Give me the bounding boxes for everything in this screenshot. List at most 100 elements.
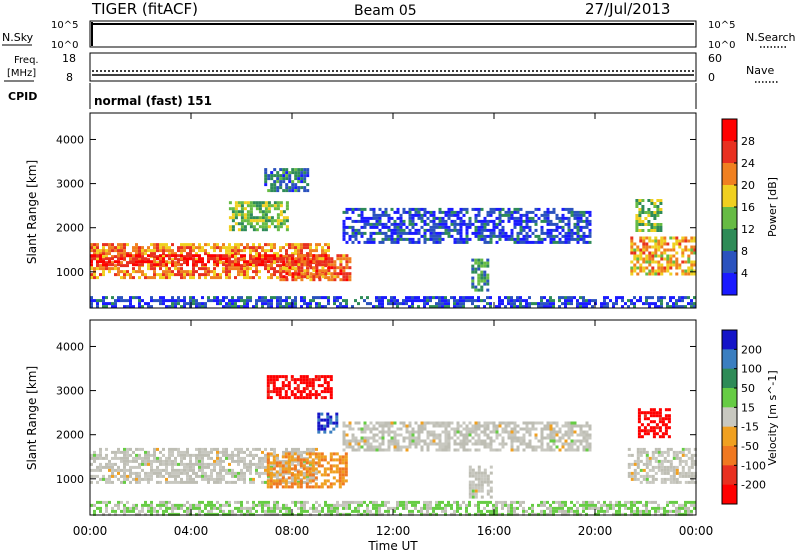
power-cell (576, 213, 580, 217)
velocity-cell (264, 447, 267, 451)
power-cell (650, 226, 654, 229)
power-cell (681, 260, 685, 264)
nsky-panel (89, 20, 697, 48)
velocity-cell (576, 433, 580, 437)
power-cell (315, 269, 319, 273)
power-cell (252, 201, 256, 205)
velocity-cell (144, 462, 147, 466)
velocity-cell (123, 506, 126, 510)
velocity-cell (102, 474, 105, 478)
velocity-cell (663, 450, 667, 454)
velocity-cell (111, 506, 114, 510)
power-cell (612, 302, 615, 306)
power-cell (96, 249, 99, 253)
power-cell (126, 243, 129, 247)
velocity-cell (387, 442, 391, 446)
power-cell (432, 237, 436, 241)
velocity-cell (369, 509, 372, 513)
power-cell (471, 299, 474, 303)
power-cell (477, 228, 481, 232)
power-cell (105, 252, 108, 256)
power-cell (483, 216, 487, 220)
velocity-cell (513, 436, 517, 440)
velocity-cell (311, 464, 315, 468)
velocity-cell (486, 489, 490, 493)
power-cell (324, 249, 327, 253)
velocity-cell (444, 512, 447, 516)
velocity-cell (435, 512, 438, 516)
velocity-cell (338, 476, 342, 480)
power-cell (342, 266, 346, 270)
power-cell (108, 246, 111, 250)
power-cell (426, 237, 430, 241)
velocity-cell (405, 500, 408, 504)
velocity-cell (489, 439, 493, 443)
power-cell (414, 299, 417, 303)
power-cell (273, 174, 277, 178)
power-cell (267, 243, 270, 247)
power-cell (357, 207, 361, 211)
power-cell (261, 263, 264, 267)
power-cell (576, 302, 579, 306)
power-cell (288, 180, 292, 184)
power-cell (117, 267, 120, 271)
velocity-cell (288, 480, 291, 484)
power-cell (90, 267, 93, 271)
power-cell (417, 216, 421, 220)
velocity-cell (129, 480, 132, 484)
power-cell (309, 252, 312, 256)
velocity-cell (156, 456, 159, 460)
velocity-cell (489, 448, 493, 452)
power-cell (99, 260, 102, 264)
velocity-cell (663, 477, 667, 481)
power-cell (222, 296, 225, 300)
velocity-cell (393, 506, 396, 510)
power-cell (483, 261, 487, 265)
power-cell (513, 210, 517, 214)
power-cell (345, 260, 349, 264)
velocity-cell (287, 470, 291, 474)
power-cell (111, 249, 114, 253)
power-cell (672, 296, 675, 300)
power-cell (168, 261, 171, 265)
power-cell (231, 228, 235, 232)
power-cell (333, 278, 337, 282)
power-cell (309, 246, 312, 250)
velocity-cell (693, 480, 697, 484)
power-cell (276, 171, 280, 175)
velocity-cell (549, 448, 553, 452)
power-cell (132, 246, 135, 250)
velocity-cell (296, 485, 300, 489)
power-cell (252, 260, 255, 264)
velocity-cell (477, 471, 481, 475)
power-cell (510, 216, 514, 220)
power-cell (153, 243, 156, 247)
velocity-cell (311, 461, 315, 465)
velocity-cell (651, 450, 655, 454)
velocity-cell (344, 473, 348, 477)
velocity-cell (255, 447, 258, 451)
velocity-cell (282, 459, 285, 463)
power-cell (201, 302, 204, 306)
power-cell (381, 240, 385, 244)
power-cell (660, 251, 664, 255)
velocity-cell (582, 439, 586, 443)
power-cell (432, 240, 436, 244)
power-cell (411, 231, 415, 235)
power-cell (579, 225, 583, 229)
velocity-cell (323, 479, 327, 483)
velocity-cell (456, 436, 460, 440)
power-cell (273, 254, 276, 258)
velocity-cell (637, 432, 641, 436)
velocity-cell (372, 512, 375, 516)
power-cell (537, 216, 541, 220)
velocity-cell (126, 450, 129, 454)
power-cell (252, 258, 255, 262)
power-cell (650, 223, 654, 226)
velocity-cell (305, 393, 309, 397)
power-colorbar-tick-label: 8 (741, 245, 748, 258)
velocity-cell (138, 465, 141, 469)
power-cell (585, 219, 589, 223)
velocity-cell (420, 448, 424, 452)
power-cell (270, 249, 273, 253)
